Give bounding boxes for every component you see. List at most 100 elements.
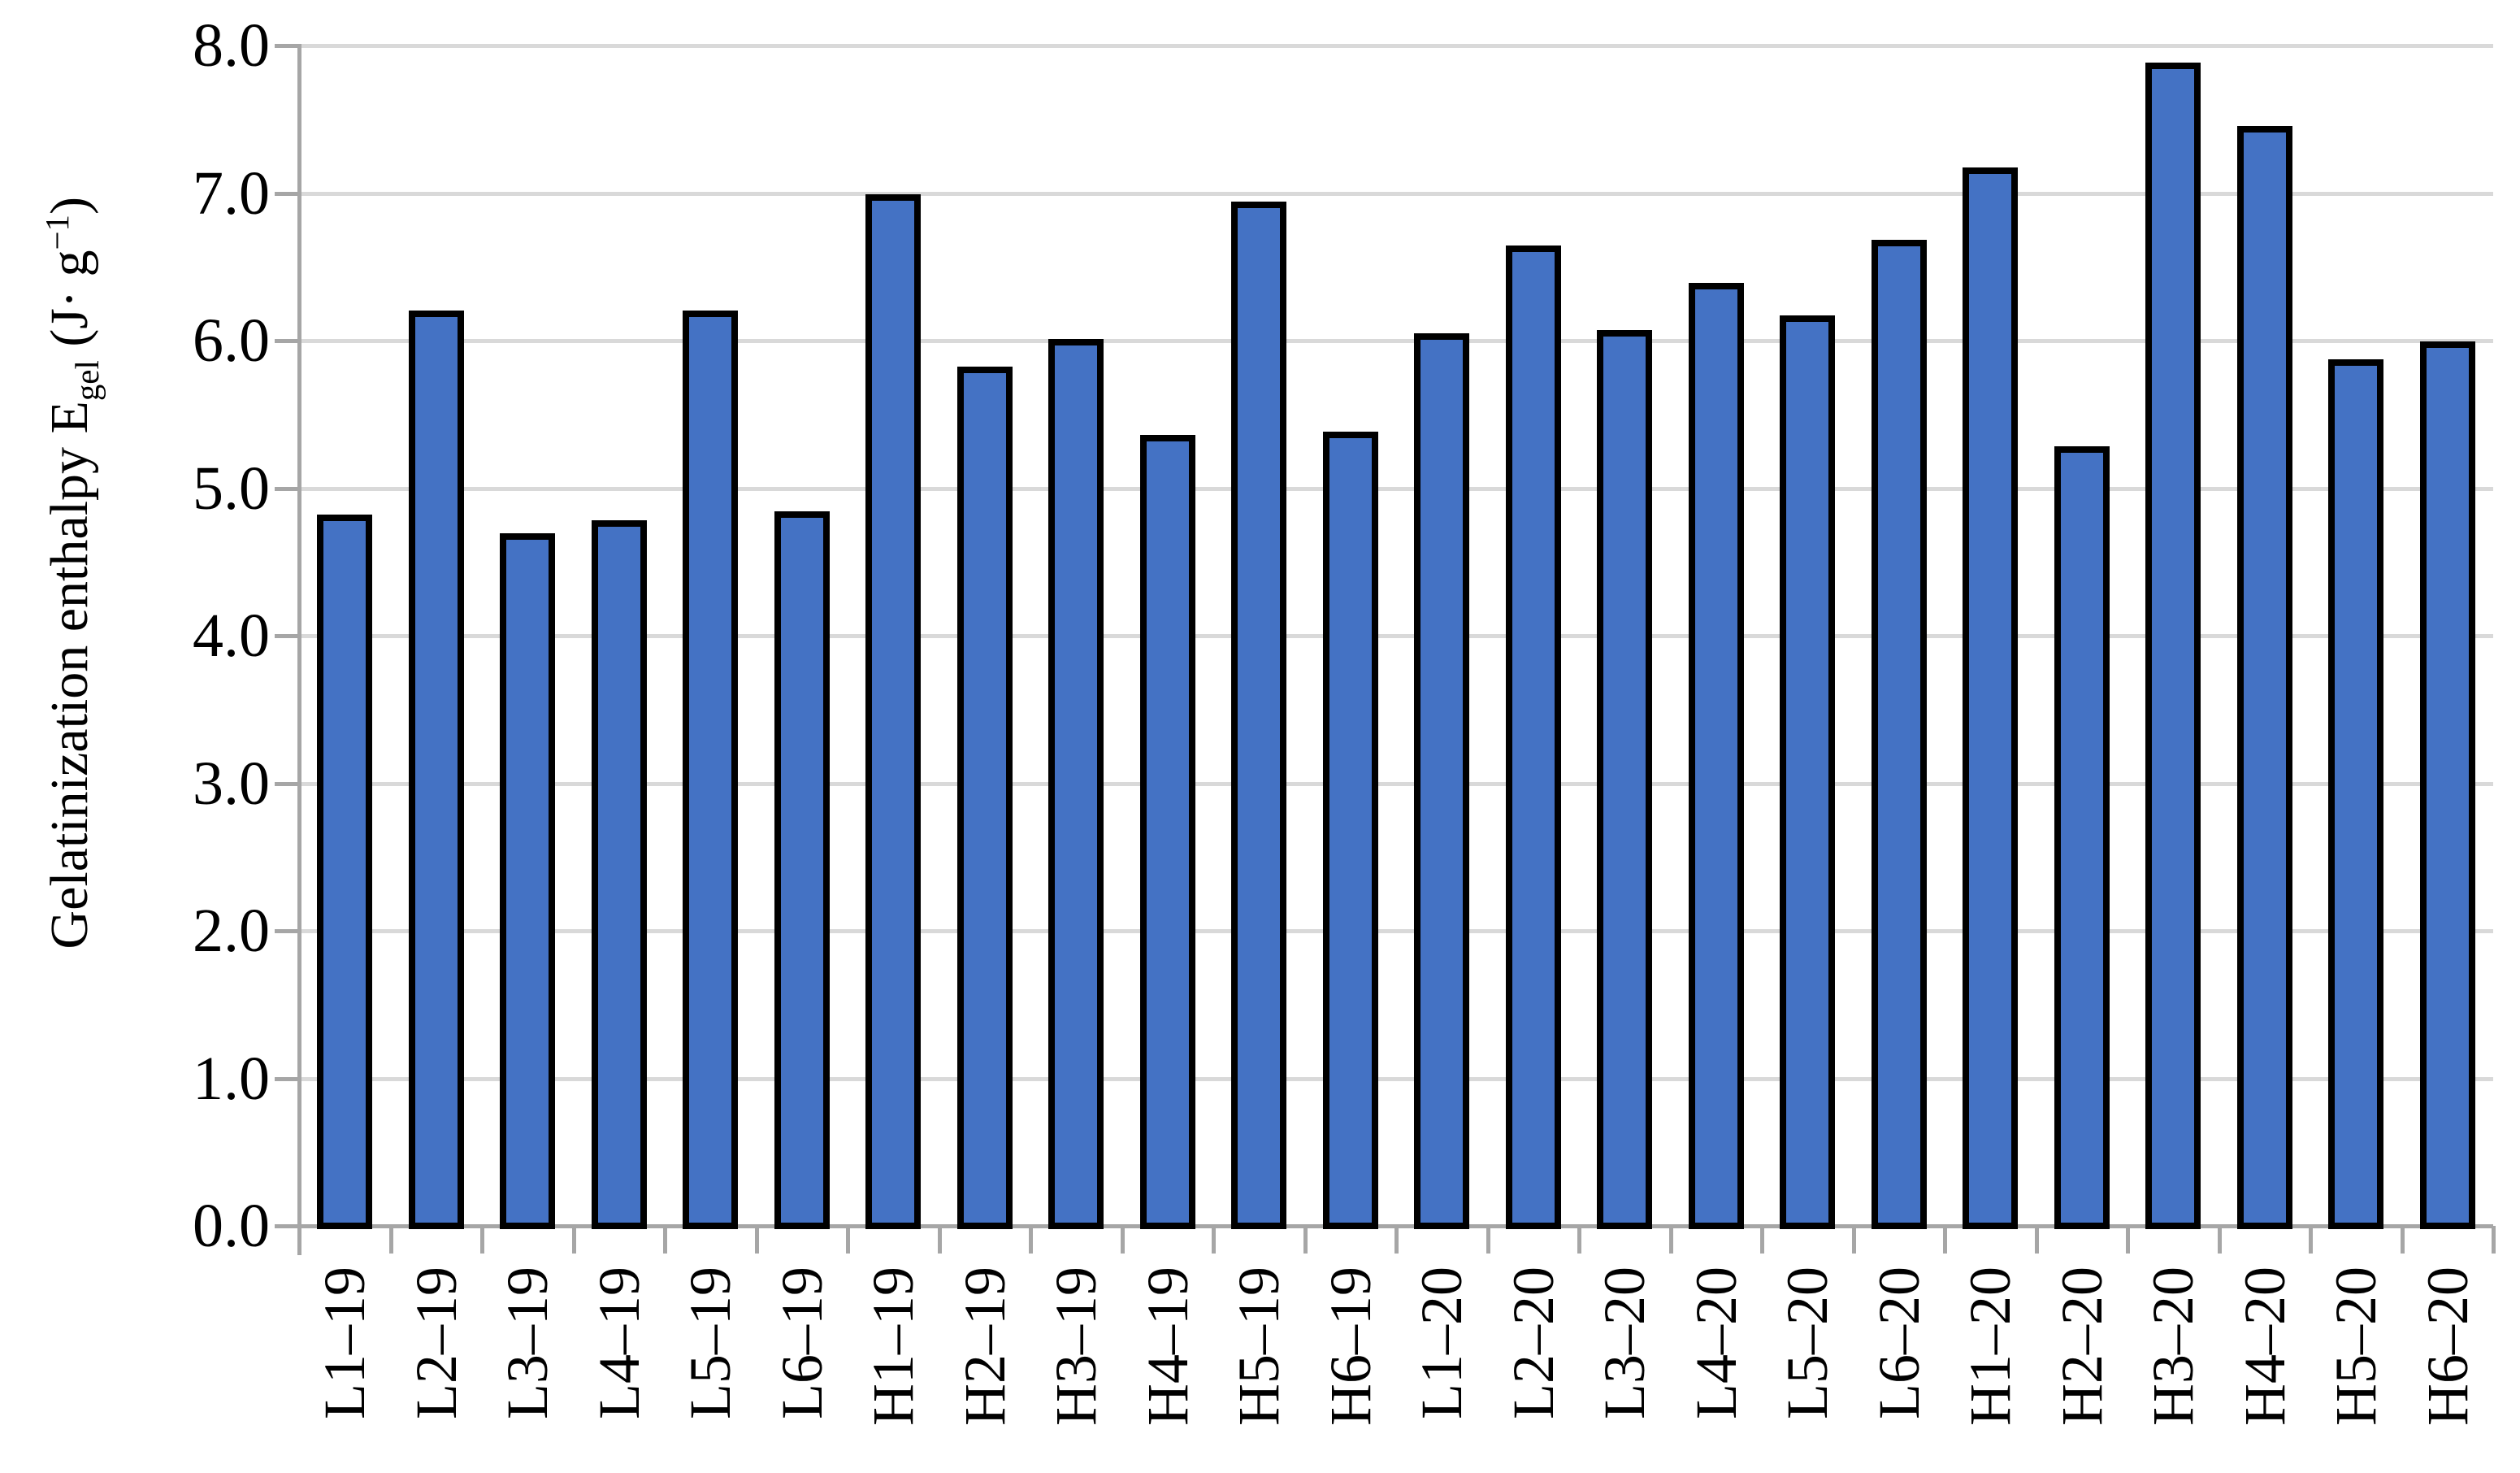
- bar: [408, 311, 464, 1229]
- x-axis-tick: [1212, 1226, 1216, 1254]
- x-axis-tick: [2034, 1226, 2039, 1254]
- y-tick-label: 1.0: [193, 1044, 270, 1113]
- x-axis-tick: [1394, 1226, 1399, 1254]
- x-axis-tick: [1029, 1226, 1033, 1254]
- bar: [1414, 332, 1470, 1229]
- y-axis-title-prefix: Gelatinization enthalpy E: [40, 401, 99, 949]
- bar: [2145, 63, 2201, 1229]
- bar: [774, 511, 830, 1229]
- x-category-label: H1–20: [1958, 1267, 2023, 1426]
- x-axis-tick: [480, 1226, 484, 1254]
- bar: [1963, 167, 2019, 1229]
- y-tick-label: 6.0: [193, 306, 270, 375]
- bar: [500, 533, 556, 1229]
- x-category-label: H5–19: [1226, 1267, 1292, 1426]
- x-category-label: L3–19: [495, 1267, 561, 1419]
- x-axis-tick: [1486, 1226, 1490, 1254]
- x-axis-tick: [937, 1226, 942, 1254]
- bar: [1048, 338, 1104, 1229]
- x-axis-tick: [2309, 1226, 2313, 1254]
- x-axis-tick: [754, 1226, 759, 1254]
- x-category-label: L2–20: [1500, 1267, 1566, 1419]
- x-axis-tick: [2492, 1226, 2496, 1254]
- x-category-label: L3–20: [1592, 1267, 1658, 1419]
- gridline: [299, 929, 2493, 933]
- y-tick-label: 0.0: [193, 1192, 270, 1260]
- x-category-label: H5–20: [2323, 1267, 2389, 1426]
- x-axis-line: [275, 1224, 2493, 1228]
- bar: [1688, 282, 1744, 1229]
- y-axis-tick: [275, 634, 299, 638]
- gridline: [299, 781, 2493, 786]
- x-axis-tick: [1303, 1226, 1308, 1254]
- x-category-label: H4–20: [2232, 1267, 2297, 1426]
- x-axis-tick: [1943, 1226, 1947, 1254]
- y-axis-title-suffix: ): [40, 197, 99, 215]
- y-axis-line: [297, 44, 301, 1255]
- gridline: [299, 634, 2493, 638]
- y-axis-tick: [275, 191, 299, 196]
- bar: [2419, 341, 2475, 1229]
- y-tick-label: 3.0: [193, 749, 270, 818]
- x-axis-tick: [846, 1226, 850, 1254]
- x-category-label: L4–20: [1683, 1267, 1749, 1419]
- x-axis-tick: [1760, 1226, 1764, 1254]
- x-axis-tick: [2126, 1226, 2130, 1254]
- y-tick-label: 2.0: [193, 897, 270, 965]
- x-axis-tick: [571, 1226, 576, 1254]
- x-category-label: H6–20: [2414, 1267, 2480, 1426]
- x-category-label: L5–19: [678, 1267, 744, 1419]
- x-category-label: L5–20: [1775, 1267, 1841, 1419]
- gridline: [299, 44, 2493, 48]
- y-tick-label: 5.0: [193, 454, 270, 523]
- x-category-label: H3–19: [1043, 1267, 1109, 1426]
- y-axis-tick: [275, 929, 299, 933]
- x-axis-tick: [2400, 1226, 2405, 1254]
- x-category-label: L6–19: [769, 1267, 835, 1419]
- bar: [865, 193, 922, 1229]
- bar: [1780, 315, 1836, 1229]
- x-axis-tick: [1668, 1226, 1673, 1254]
- bar: [2328, 359, 2384, 1229]
- x-category-label: H6–19: [1317, 1267, 1383, 1426]
- x-axis-tick: [1577, 1226, 1581, 1254]
- x-category-label: H3–20: [2140, 1267, 2206, 1426]
- y-axis-tick: [275, 1076, 299, 1081]
- bar: [1871, 240, 1927, 1229]
- y-axis-tick: [275, 44, 299, 48]
- x-axis-tick: [1120, 1226, 1125, 1254]
- y-tick-label: 4.0: [193, 602, 270, 670]
- x-category-label: H2–20: [2049, 1267, 2114, 1426]
- bar: [317, 514, 373, 1229]
- x-axis-tick: [297, 1226, 301, 1254]
- x-axis-tick: [1851, 1226, 1856, 1254]
- bar: [1505, 246, 1561, 1229]
- bar: [2054, 446, 2110, 1229]
- y-axis-title-superscript: −1: [39, 214, 76, 250]
- bar: [1597, 329, 1653, 1229]
- x-category-label: H2–19: [952, 1267, 1017, 1426]
- bar: [1231, 202, 1287, 1229]
- x-category-label: L1–20: [1409, 1267, 1475, 1419]
- bar: [956, 367, 1013, 1229]
- x-category-label: L2–19: [403, 1267, 469, 1419]
- bar: [1322, 432, 1378, 1229]
- x-axis-tick: [2217, 1226, 2222, 1254]
- bar: [2236, 126, 2292, 1229]
- y-tick-label: 7.0: [193, 159, 270, 228]
- gridline: [299, 486, 2493, 491]
- bar: [683, 311, 739, 1229]
- bar: [591, 520, 647, 1229]
- bar: [1139, 434, 1195, 1229]
- y-axis-tick: [275, 486, 299, 491]
- x-category-label: L4–19: [586, 1267, 652, 1419]
- x-category-label: L6–20: [1866, 1267, 1932, 1419]
- y-tick-label: 8.0: [193, 11, 270, 80]
- x-axis-tick: [663, 1226, 667, 1254]
- gridline: [299, 1076, 2493, 1081]
- x-category-label: L1–19: [312, 1267, 378, 1419]
- gridline: [299, 339, 2493, 343]
- x-category-label: H4–19: [1134, 1267, 1200, 1426]
- gridline: [299, 191, 2493, 196]
